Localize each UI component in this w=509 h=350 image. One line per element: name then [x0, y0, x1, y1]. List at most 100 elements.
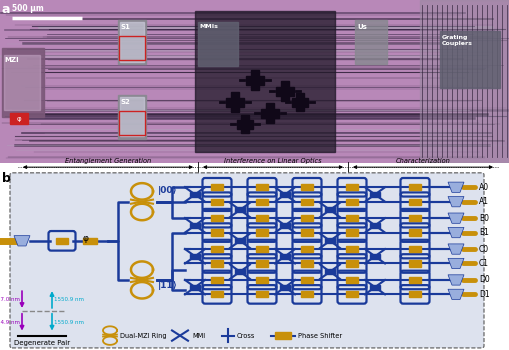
Text: Degenerate Pair: Degenerate Pair: [14, 340, 70, 346]
Bar: [245, 76, 264, 85]
Bar: [280, 82, 289, 101]
Bar: [345, 198, 357, 205]
Bar: [300, 291, 313, 298]
Polygon shape: [14, 236, 30, 246]
Bar: [300, 215, 313, 221]
Text: C0: C0: [478, 245, 488, 253]
Text: Dual-MZI Ring: Dual-MZI Ring: [120, 332, 166, 338]
Bar: [419, 0, 509, 163]
Polygon shape: [447, 213, 463, 223]
Text: A1: A1: [478, 197, 488, 206]
Bar: [300, 277, 313, 283]
Bar: [408, 277, 420, 283]
Bar: [300, 230, 313, 236]
Text: Interference on Linear Optics: Interference on Linear Optics: [224, 158, 321, 164]
Bar: [275, 87, 293, 96]
Bar: [300, 246, 313, 252]
Text: MMIs: MMIs: [199, 24, 217, 29]
Bar: [295, 93, 303, 111]
Polygon shape: [447, 182, 463, 192]
Text: Entanglement Generation: Entanglement Generation: [65, 158, 151, 164]
Bar: [279, 223, 290, 228]
Text: |00⟩: |00⟩: [158, 187, 177, 195]
Text: b: b: [2, 172, 11, 185]
Bar: [279, 285, 290, 290]
Bar: [235, 238, 244, 243]
Bar: [256, 184, 267, 190]
Bar: [211, 198, 222, 205]
Text: D1: D1: [478, 290, 489, 299]
Bar: [439, 31, 499, 88]
Text: 1550.9 nm: 1550.9 nm: [54, 297, 84, 302]
Bar: [190, 223, 200, 228]
Text: 1544.9 nm: 1544.9 nm: [0, 320, 20, 325]
Bar: [118, 20, 146, 64]
Bar: [256, 215, 267, 221]
Bar: [119, 111, 145, 135]
Text: 500 μm: 500 μm: [12, 4, 44, 13]
Text: 1557.0 nm: 1557.0 nm: [0, 297, 20, 302]
Text: MZI: MZI: [4, 57, 19, 63]
Bar: [408, 198, 420, 205]
Bar: [369, 285, 379, 290]
Bar: [211, 246, 222, 252]
Bar: [324, 269, 334, 274]
FancyBboxPatch shape: [10, 173, 483, 348]
Bar: [345, 246, 357, 252]
Bar: [235, 269, 244, 274]
Bar: [211, 260, 222, 267]
Bar: [211, 230, 222, 236]
Bar: [345, 277, 357, 283]
Text: Characterization: Characterization: [395, 158, 449, 164]
Polygon shape: [447, 275, 463, 285]
Bar: [266, 103, 273, 123]
Bar: [211, 277, 222, 283]
Bar: [241, 116, 248, 133]
Bar: [345, 291, 357, 298]
Text: S1: S1: [121, 24, 131, 30]
Bar: [119, 36, 145, 61]
Bar: [354, 20, 386, 64]
Bar: [211, 215, 222, 221]
Bar: [256, 246, 267, 252]
Text: C1: C1: [478, 259, 488, 268]
Bar: [300, 184, 313, 190]
Text: B1: B1: [478, 228, 488, 237]
Bar: [10, 113, 28, 124]
Bar: [274, 332, 291, 339]
Bar: [256, 230, 267, 236]
Bar: [120, 97, 144, 136]
Text: φ: φ: [83, 234, 89, 243]
Bar: [279, 254, 290, 259]
Bar: [120, 22, 144, 62]
Bar: [190, 285, 200, 290]
Bar: [324, 207, 334, 212]
Text: 1550.9 nm: 1550.9 nm: [54, 320, 84, 325]
Text: φ: φ: [17, 116, 21, 122]
Bar: [83, 238, 97, 244]
Bar: [345, 230, 357, 236]
Bar: [408, 230, 420, 236]
Bar: [408, 215, 420, 221]
Bar: [2, 48, 44, 117]
Bar: [118, 94, 146, 139]
Bar: [261, 109, 278, 118]
Bar: [250, 70, 259, 90]
Text: A0: A0: [478, 183, 488, 192]
Text: B0: B0: [478, 214, 488, 223]
Bar: [345, 260, 357, 267]
Bar: [235, 207, 244, 212]
Polygon shape: [447, 289, 463, 300]
Bar: [408, 260, 420, 267]
Bar: [256, 198, 267, 205]
Bar: [300, 198, 313, 205]
Bar: [369, 254, 379, 259]
Polygon shape: [447, 244, 463, 254]
Polygon shape: [447, 258, 463, 269]
Text: a: a: [2, 3, 11, 16]
Text: D0: D0: [478, 275, 489, 285]
Bar: [194, 11, 334, 152]
Text: Grating
Couplers: Grating Couplers: [441, 35, 472, 46]
Bar: [292, 98, 307, 107]
Text: S2: S2: [121, 99, 130, 105]
